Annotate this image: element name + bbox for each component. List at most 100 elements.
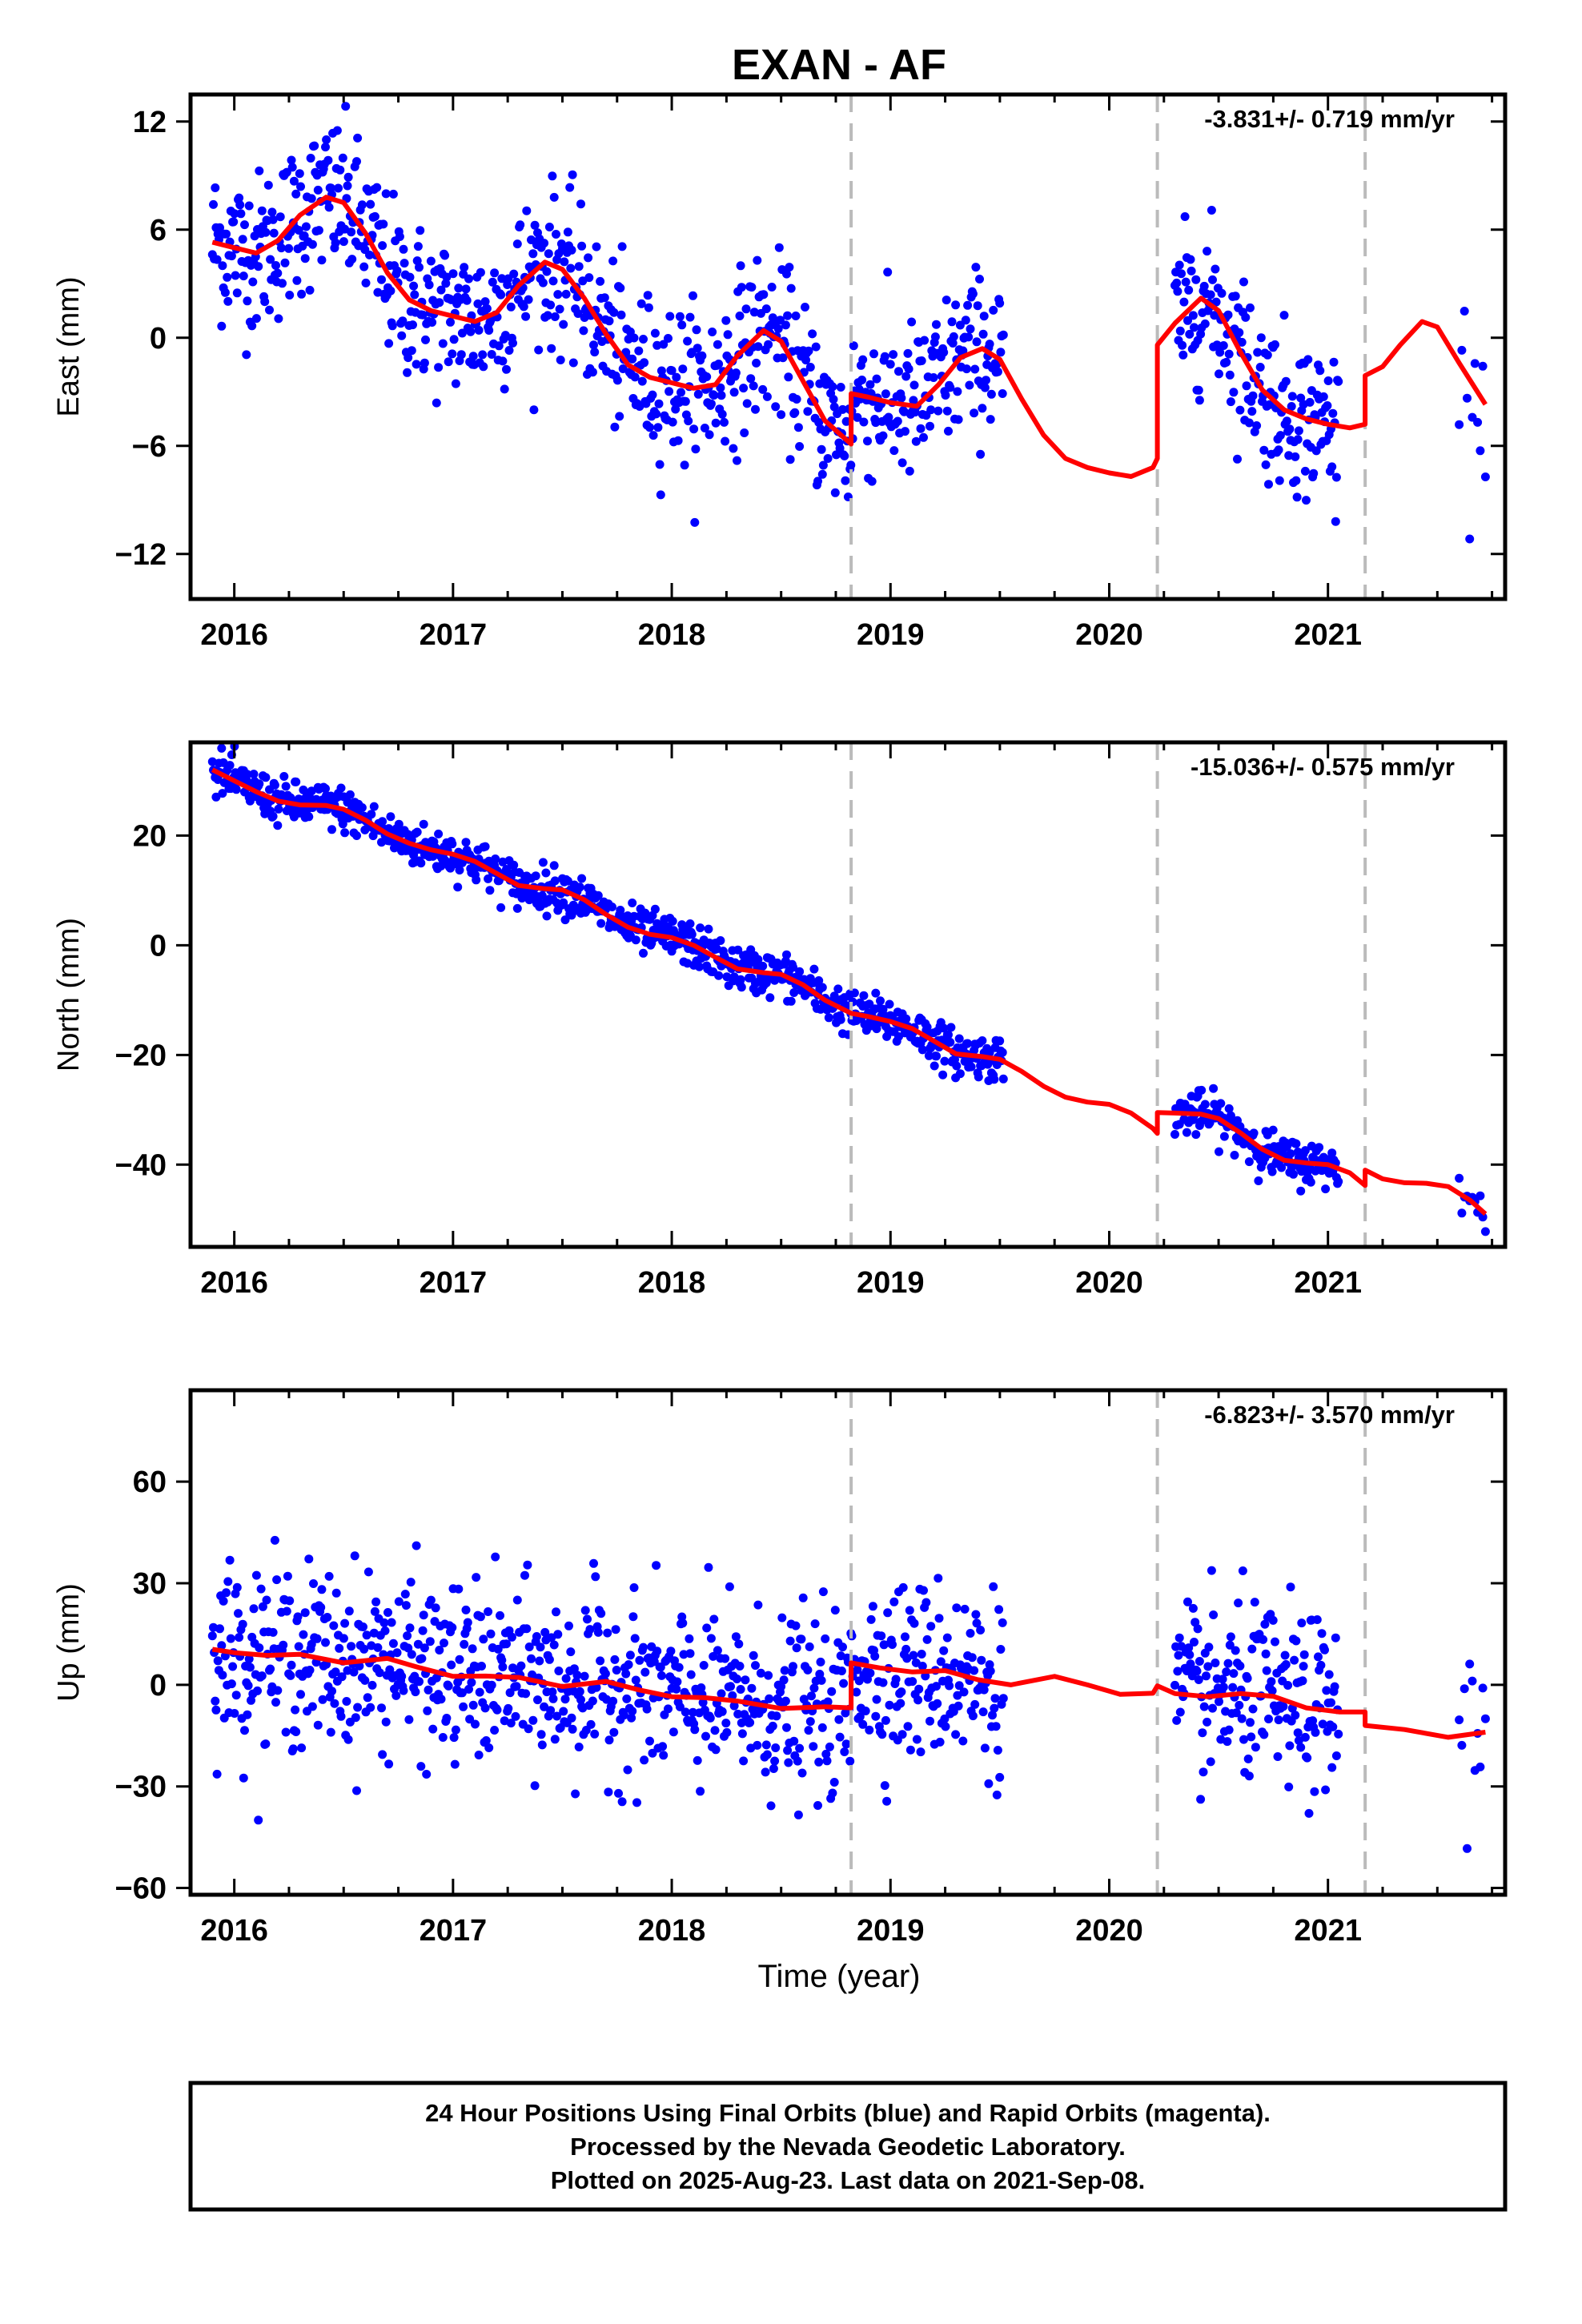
up-data-point — [1291, 1711, 1300, 1720]
east-data-point — [654, 399, 664, 408]
up-data-point — [1293, 1728, 1303, 1738]
up-data-point — [407, 1650, 416, 1659]
east-data-point — [512, 239, 522, 249]
east-data-point — [211, 183, 220, 192]
east-data-point — [1229, 388, 1239, 397]
north-data-point — [616, 906, 625, 915]
east-data-point — [1303, 355, 1313, 364]
north-data-point — [952, 1061, 962, 1071]
up-data-point — [484, 1607, 493, 1616]
up-data-point — [591, 1572, 600, 1582]
east-data-point — [774, 243, 784, 252]
up-data-point — [596, 1609, 606, 1618]
up-data-point — [412, 1541, 421, 1550]
up-data-point — [367, 1680, 377, 1690]
up-data-point — [554, 1667, 564, 1675]
east-data-point — [767, 283, 777, 292]
up-data-point — [281, 1727, 291, 1737]
up-data-point — [1204, 1642, 1214, 1652]
up-data-point — [809, 1742, 818, 1751]
east-data-point — [1211, 297, 1221, 307]
east-data-point — [397, 331, 407, 340]
east-data-point — [546, 300, 556, 310]
east-data-point — [1179, 297, 1189, 307]
north-data-point — [1224, 1104, 1234, 1113]
up-data-point — [282, 1606, 291, 1616]
north-data-point — [1254, 1176, 1263, 1185]
up-data-point — [628, 1707, 637, 1716]
east-data-point — [474, 325, 484, 335]
north-data-point — [1277, 1163, 1287, 1172]
up-data-point — [921, 1598, 931, 1607]
up-data-point — [413, 1639, 423, 1649]
north-data-point — [369, 802, 379, 811]
east-data-point — [640, 358, 649, 368]
east-data-point — [685, 312, 695, 322]
up-data-point — [837, 1667, 846, 1675]
up-data-point — [399, 1686, 408, 1695]
east-data-point — [1248, 391, 1258, 400]
east-data-point — [947, 317, 957, 327]
y-tick-label: 6 — [150, 214, 167, 247]
north-data-point — [1230, 1151, 1239, 1160]
east-data-point — [223, 296, 233, 306]
up-data-point — [825, 1742, 834, 1751]
east-data-point — [1215, 348, 1225, 357]
up-data-point — [782, 1723, 791, 1732]
east-data-point — [227, 251, 236, 261]
x-axis-label: Time (year) — [758, 1959, 921, 1994]
up-data-point — [1247, 1644, 1257, 1654]
east-data-point — [1211, 264, 1220, 274]
east-data-point — [773, 324, 783, 333]
east-data-point — [747, 283, 757, 292]
up-data-point — [544, 1655, 554, 1664]
east-data-point — [680, 460, 689, 470]
east-data-point — [1287, 402, 1296, 411]
up-data-point — [1300, 1732, 1310, 1742]
y-tick-label: −30 — [115, 1771, 167, 1804]
up-data-point — [798, 1593, 808, 1602]
east-data-point — [524, 295, 533, 304]
up-data-point — [1219, 1683, 1228, 1692]
north-data-point — [978, 1036, 987, 1045]
north-data-point — [1480, 1227, 1490, 1236]
up-data-point — [813, 1801, 822, 1810]
up-data-point — [952, 1603, 962, 1613]
east-data-point — [550, 312, 560, 321]
east-data-point — [502, 364, 511, 374]
east-data-point — [413, 242, 423, 251]
up-data-point — [1285, 1741, 1295, 1751]
north-data-point — [974, 1072, 983, 1082]
east-data-point — [897, 458, 907, 468]
east-data-point — [785, 263, 794, 272]
up-data-point — [1310, 1787, 1319, 1796]
east-data-point — [516, 220, 525, 230]
east-data-point — [650, 328, 660, 338]
north-data-point — [575, 883, 584, 892]
up-data-point — [604, 1787, 613, 1797]
east-data-point — [1282, 416, 1291, 426]
up-data-point — [1303, 1753, 1312, 1763]
up-data-point — [840, 1747, 849, 1756]
up-data-point — [400, 1590, 410, 1599]
north-data-point — [268, 811, 278, 821]
east-data-point — [534, 345, 544, 355]
east-data-point — [916, 424, 926, 433]
east-data-point — [995, 299, 1005, 308]
up-data-point — [685, 1634, 694, 1643]
up-data-point — [769, 1764, 778, 1773]
east-data-point — [872, 374, 881, 384]
east-data-point — [508, 338, 517, 348]
east-data-point — [656, 490, 665, 500]
east-data-point — [645, 423, 654, 432]
up-data-point — [207, 1631, 217, 1641]
east-data-point — [343, 172, 353, 182]
east-data-point — [487, 350, 496, 359]
east-data-point — [867, 476, 877, 486]
east-data-point — [436, 285, 446, 295]
north-data-point — [995, 1036, 1005, 1046]
east-data-point — [953, 387, 962, 396]
up-data-point — [567, 1713, 576, 1723]
up-data-point — [261, 1739, 271, 1749]
east-data-point — [310, 141, 319, 151]
